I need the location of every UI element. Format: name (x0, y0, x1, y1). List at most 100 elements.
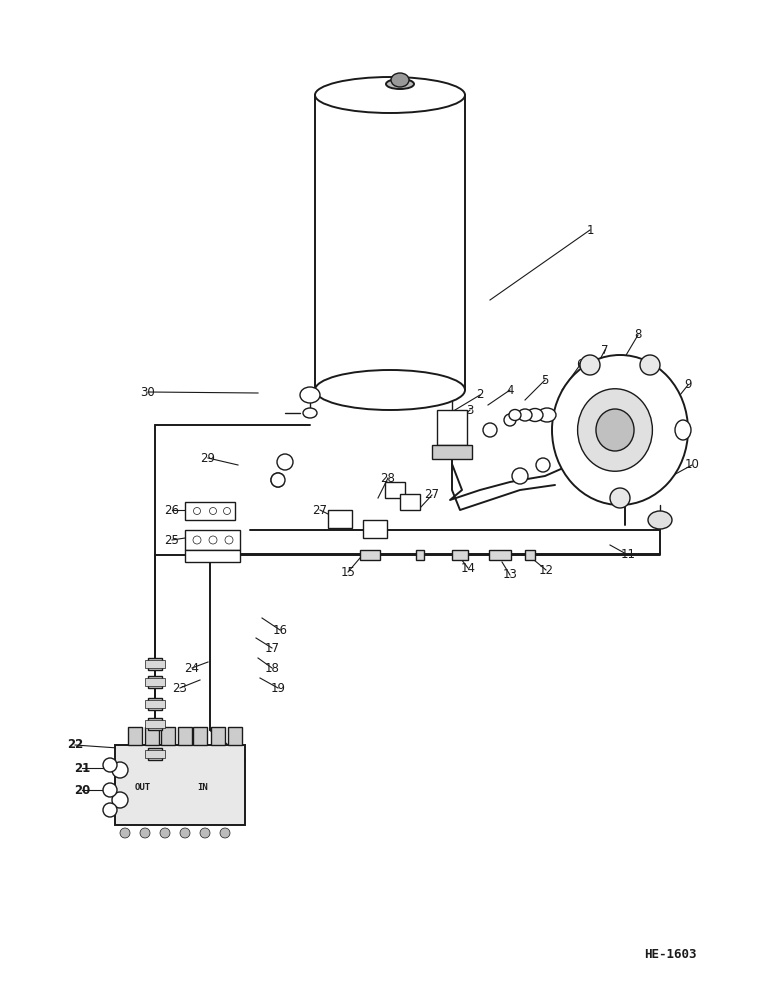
Bar (148, 658, 162, 670)
Circle shape (103, 758, 117, 772)
Text: 20: 20 (74, 784, 90, 796)
Text: 14: 14 (461, 562, 476, 574)
Ellipse shape (300, 387, 320, 403)
Ellipse shape (648, 511, 672, 529)
Text: 27: 27 (425, 488, 439, 502)
Bar (145, 660, 165, 668)
Circle shape (220, 828, 230, 838)
Circle shape (194, 508, 201, 514)
Circle shape (112, 762, 128, 778)
Text: 30: 30 (141, 385, 155, 398)
Text: 26: 26 (164, 504, 180, 516)
Bar (145, 750, 165, 758)
Text: 29: 29 (201, 452, 215, 464)
Ellipse shape (303, 408, 317, 418)
Ellipse shape (391, 73, 409, 87)
Bar (115, 745, 245, 825)
Circle shape (536, 458, 550, 472)
Text: 10: 10 (685, 458, 699, 472)
Ellipse shape (518, 409, 532, 421)
Text: 28: 28 (381, 472, 395, 485)
Circle shape (120, 828, 130, 838)
Ellipse shape (315, 77, 465, 113)
Circle shape (209, 508, 216, 514)
Text: 1: 1 (586, 224, 594, 236)
Text: 3: 3 (466, 403, 474, 416)
Ellipse shape (596, 409, 634, 451)
Circle shape (180, 828, 190, 838)
Bar (489, 550, 511, 560)
Circle shape (640, 355, 660, 375)
Ellipse shape (538, 408, 556, 422)
Bar (432, 445, 472, 459)
Text: 2: 2 (476, 388, 484, 401)
Bar (228, 727, 242, 745)
Circle shape (193, 536, 201, 544)
Text: 24: 24 (185, 662, 199, 674)
Text: 22: 22 (67, 738, 83, 752)
Circle shape (224, 508, 231, 514)
Ellipse shape (386, 79, 414, 89)
Circle shape (483, 423, 497, 437)
Circle shape (140, 828, 150, 838)
Text: 23: 23 (173, 682, 188, 694)
Bar (145, 678, 165, 686)
Circle shape (103, 783, 117, 797)
Text: 9: 9 (684, 378, 692, 391)
Ellipse shape (675, 420, 691, 440)
Bar (148, 718, 162, 730)
Circle shape (112, 792, 128, 808)
Bar (385, 482, 405, 498)
Bar (211, 727, 225, 745)
Bar (148, 698, 162, 710)
Circle shape (209, 536, 217, 544)
Text: 18: 18 (265, 662, 279, 674)
Bar (363, 520, 387, 538)
Text: OUT: OUT (135, 782, 151, 792)
Text: HE-1603: HE-1603 (644, 948, 696, 962)
Text: 21: 21 (74, 762, 90, 774)
Bar (360, 550, 380, 560)
Bar (185, 530, 240, 550)
Circle shape (277, 454, 293, 470)
Ellipse shape (527, 408, 543, 422)
Circle shape (225, 536, 233, 544)
Ellipse shape (577, 389, 652, 471)
Bar (161, 727, 175, 745)
Bar (400, 494, 420, 510)
Text: 16: 16 (273, 624, 287, 637)
Text: 11: 11 (621, 548, 635, 562)
Bar (452, 550, 468, 560)
Text: IN: IN (198, 782, 208, 792)
Bar (178, 727, 192, 745)
Ellipse shape (552, 355, 688, 505)
Bar (185, 502, 235, 520)
Text: 27: 27 (313, 504, 327, 516)
Circle shape (512, 468, 528, 484)
Ellipse shape (509, 410, 521, 420)
Bar (437, 410, 467, 445)
Circle shape (504, 414, 516, 426)
Text: 12: 12 (539, 564, 554, 576)
Text: 13: 13 (503, 568, 517, 582)
Text: 19: 19 (270, 682, 286, 694)
Ellipse shape (315, 370, 465, 410)
Bar (148, 748, 162, 760)
Text: 17: 17 (265, 642, 279, 654)
Text: 6: 6 (576, 359, 584, 371)
Text: 8: 8 (635, 328, 642, 342)
Circle shape (103, 803, 117, 817)
Bar (193, 727, 207, 745)
Bar (128, 727, 142, 745)
Bar (145, 720, 165, 728)
Circle shape (580, 355, 600, 375)
Bar (185, 550, 240, 562)
Text: 15: 15 (340, 566, 355, 578)
Circle shape (610, 488, 630, 508)
Text: 25: 25 (164, 534, 179, 546)
Circle shape (200, 828, 210, 838)
Bar (416, 550, 424, 560)
Circle shape (271, 473, 285, 487)
Circle shape (160, 828, 170, 838)
Bar (525, 550, 535, 560)
